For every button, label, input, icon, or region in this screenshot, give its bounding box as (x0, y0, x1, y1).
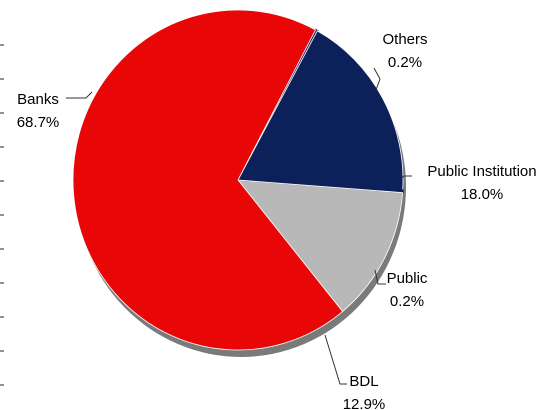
pie-slice-public-institution (237, 30, 404, 191)
left-axis-ticks (0, 44, 4, 386)
slice-label-others: Others (382, 31, 427, 48)
slice-labels: Others 0.2% Public Institution 18.0% Public 0… (17, 31, 537, 410)
leader-lines (66, 67, 412, 385)
slice-value-public-institution: 18.0% (461, 186, 504, 203)
slice-label-banks: Banks (17, 91, 59, 108)
leader-line-banks (66, 91, 93, 99)
slice-label-public-institution: Public Institution (427, 163, 536, 180)
leader-line-public-institution (401, 175, 412, 179)
slice-label-public: Public (387, 270, 428, 287)
leader-line-public (374, 269, 386, 285)
slice-value-bdl: 12.9% (343, 396, 386, 410)
pie-slices (72, 9, 404, 351)
pie-slice-banks (72, 9, 344, 351)
leader-line-others (373, 67, 381, 91)
pie-slice-bdl (237, 179, 403, 313)
slice-value-public: 0.2% (390, 293, 424, 310)
slice-label-bdl: BDL (349, 373, 378, 390)
slice-value-others: 0.2% (388, 54, 422, 71)
slice-value-banks: 68.7% (17, 114, 60, 131)
leader-line-bdl (324, 334, 347, 385)
